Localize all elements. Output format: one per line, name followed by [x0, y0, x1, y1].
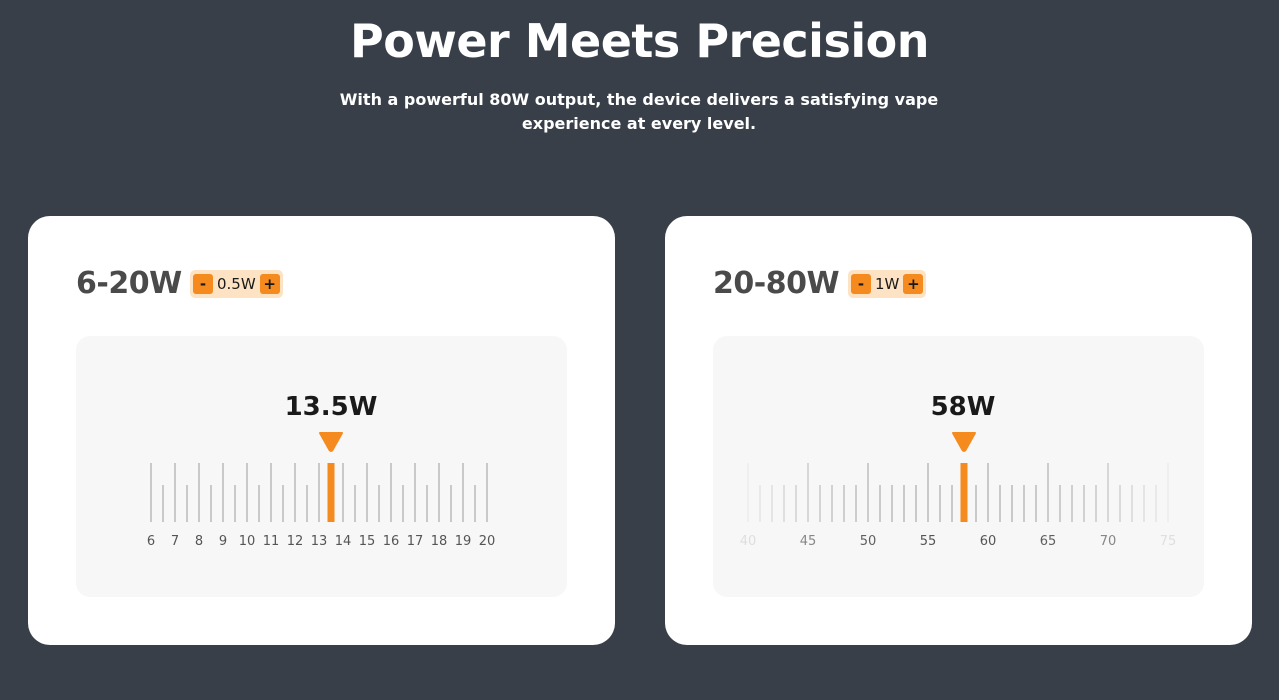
- pointer-triangle-icon[interactable]: [319, 432, 343, 452]
- current-wattage-label: 13.5W: [284, 392, 378, 422]
- power-range-card-low: 6-20W - 0.5W + 13.5W 6 7 8 9 10 11 12 13 14 15 16 1…: [28, 216, 615, 645]
- tick-label: 75: [1160, 534, 1177, 549]
- tick-label: 12: [287, 534, 304, 549]
- tick-label: 9: [219, 534, 227, 549]
- current-value-bar[interactable]: [327, 463, 335, 522]
- tick-label: 10: [239, 534, 256, 549]
- page-title: Power Meets Precision: [350, 14, 929, 68]
- tick-label: 18: [431, 534, 448, 549]
- tick-label: 55: [920, 534, 937, 549]
- tick-label: 45: [800, 534, 817, 549]
- step-adjuster: - 1W +: [848, 270, 927, 298]
- range-title: 6-20W: [76, 266, 182, 301]
- tick-label: 60: [980, 534, 997, 549]
- tick-label: 8: [195, 534, 203, 549]
- tick-label: 17: [407, 534, 424, 549]
- step-increase-button[interactable]: +: [259, 274, 280, 294]
- range-title: 20-80W: [713, 266, 840, 301]
- page-subtitle: With a powerful 80W output, the device d…: [339, 90, 939, 133]
- tick-label: 15: [359, 534, 376, 549]
- tick-label: 20: [479, 534, 496, 549]
- wattage-dial[interactable]: 58W 40 45 50 55 60 65 70 75: [713, 336, 1204, 597]
- tick-label: 11: [263, 534, 280, 549]
- tick-label: 50: [860, 534, 877, 549]
- tick-label: 7: [171, 534, 179, 549]
- power-range-card-high: 20-80W - 1W + 58W 40 45 50 55 60 65 70 75: [665, 216, 1252, 645]
- tick-label: 19: [455, 534, 472, 549]
- tick-label: 14: [335, 534, 352, 549]
- current-wattage-label: 58W: [930, 392, 996, 422]
- pointer-triangle-icon[interactable]: [952, 432, 976, 452]
- step-size-label: 1W: [875, 275, 900, 293]
- step-size-label: 0.5W: [217, 275, 256, 293]
- tick-label: 40: [740, 534, 757, 549]
- step-adjuster: - 0.5W +: [190, 270, 283, 298]
- step-decrease-button[interactable]: -: [193, 274, 213, 294]
- tick-label: 70: [1100, 534, 1117, 549]
- wattage-dial[interactable]: 13.5W 6 7 8 9 10 11 12 13 14 15 16 17 18 19 20: [76, 336, 567, 597]
- tick-label: 6: [147, 534, 155, 549]
- wattage-scale[interactable]: 6 7 8 9 10 11 12 13 14 15 16 17 18 19 20: [76, 336, 567, 597]
- step-increase-button[interactable]: +: [903, 274, 924, 294]
- step-decrease-button[interactable]: -: [851, 274, 871, 294]
- current-value-bar[interactable]: [960, 463, 968, 522]
- tick-label: 16: [383, 534, 400, 549]
- tick-label: 13: [311, 534, 328, 549]
- tick-label: 65: [1040, 534, 1057, 549]
- wattage-scale[interactable]: 40 45 50 55 60 65 70 75: [713, 336, 1204, 597]
